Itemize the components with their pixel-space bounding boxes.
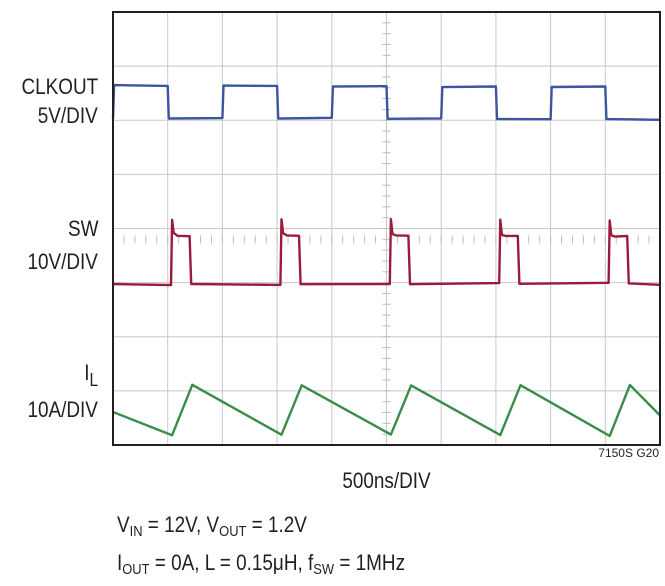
conditions-line-2: IOUT = 0A, L = 0.15μH, fSW = 1MHz: [117, 550, 406, 578]
il-scale-label: 10A/DIV: [27, 397, 98, 422]
plot-frame: [112, 11, 661, 446]
trace-il: [112, 383, 661, 438]
figure-code: 7150S G20: [598, 446, 659, 460]
sw-channel-label: SW: [67, 216, 98, 241]
trace-clkout: [111, 83, 661, 121]
clkout-channel-label: CLKOUT: [21, 74, 98, 99]
trace-sw: [112, 218, 661, 287]
chart-traces: [111, 83, 661, 438]
il-channel-label: IL: [84, 360, 98, 390]
x-axis-scale-label: 500ns/DIV: [342, 468, 431, 493]
sw-scale-label: 10V/DIV: [27, 249, 98, 274]
conditions-line-1: VIN = 12V, VOUT = 1.2V: [117, 512, 307, 540]
chart-grid: [113, 12, 660, 445]
clkout-scale-label: 5V/DIV: [38, 103, 98, 128]
